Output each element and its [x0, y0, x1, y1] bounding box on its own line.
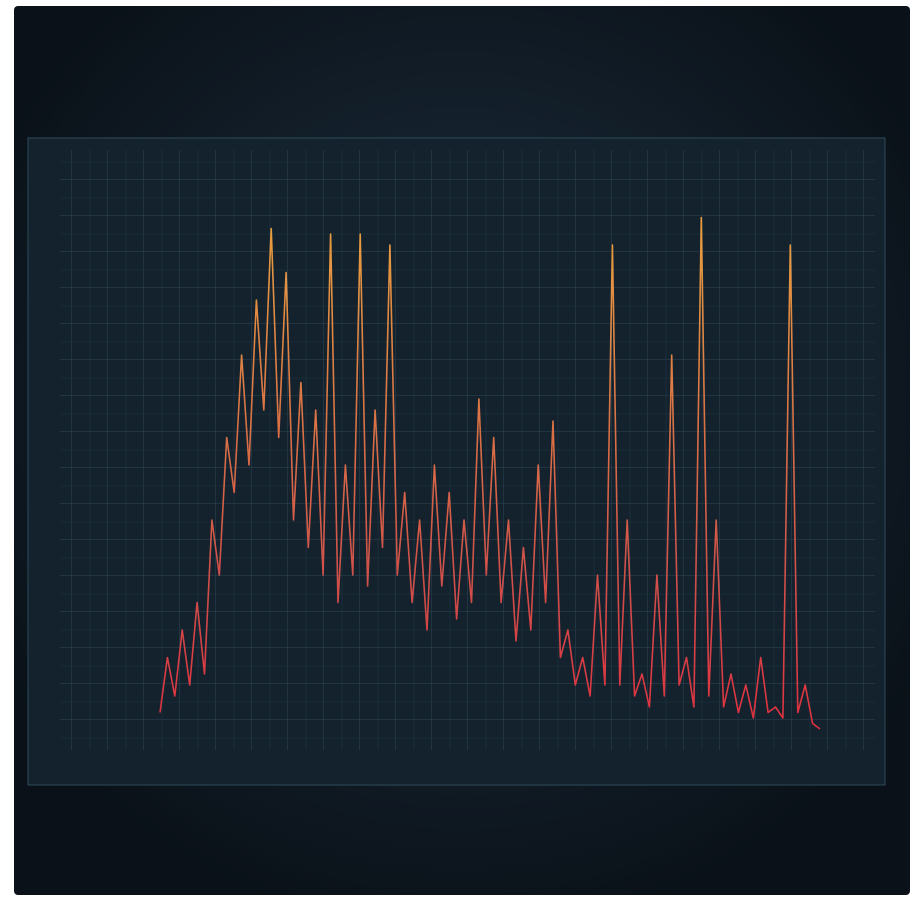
grid — [60, 150, 875, 750]
plot — [159, 216, 821, 740]
spectrum-line — [159, 216, 821, 730]
